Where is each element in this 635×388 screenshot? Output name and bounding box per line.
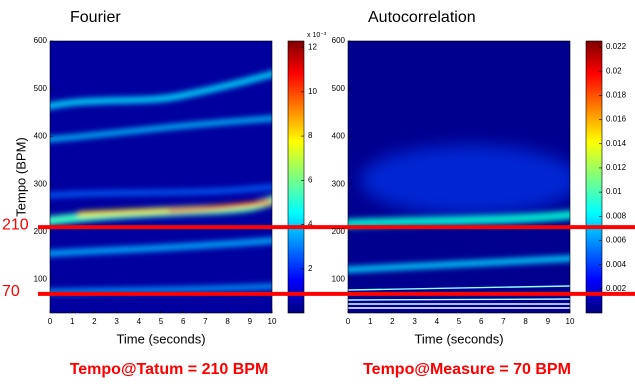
reference-label: 70: [2, 283, 20, 300]
colorbar-tick-label: 0.008: [606, 211, 627, 220]
x-tick-label: 3: [412, 317, 417, 326]
y-axis-label: Tempo (BPM): [13, 137, 28, 216]
colorbar-tick-label: 8: [308, 131, 313, 140]
y-tick-label: 500: [332, 84, 346, 93]
colorbar-tick-label: 0.006: [606, 236, 627, 245]
y-tick-label: 400: [332, 132, 346, 141]
y-tick-label: 600: [332, 36, 346, 45]
x-tick-label: 5: [457, 317, 462, 326]
y-tick-label: 100: [332, 275, 346, 284]
x-tick-label: 7: [501, 317, 506, 326]
annotation: Tempo@Measure = 70 BPM: [363, 361, 571, 378]
x-tick-label: 6: [181, 317, 186, 326]
x-axis-label: Time (seconds): [116, 331, 205, 346]
x-tick-label: 2: [92, 317, 97, 326]
x-tick-label: 1: [368, 317, 373, 326]
colorbar-tick-label: 0.022: [606, 42, 627, 51]
colorbar-tick-label: 0.012: [606, 163, 627, 172]
y-tick-label: 100: [34, 275, 48, 284]
colorbar-tick-label: 0.002: [606, 284, 627, 293]
y-tick-label: 500: [34, 84, 48, 93]
y-tick-label: 300: [332, 179, 346, 188]
annotation: Tempo@Tatum = 210 BPM: [70, 361, 269, 378]
y-tick-label: 200: [332, 227, 346, 236]
x-tick-label: 5: [159, 317, 164, 326]
y-tick-label: 200: [34, 227, 48, 236]
colorbar-tick-label: 12: [308, 43, 317, 52]
x-tick-label: 2: [390, 317, 395, 326]
colorbar-tick-label: 0.018: [606, 91, 627, 100]
colorbar-tick-label: 0.02: [606, 66, 622, 75]
x-tick-label: 4: [435, 317, 440, 326]
colorbar-tick-label: 0.016: [606, 115, 627, 124]
colorbar: [287, 40, 305, 314]
x-tick-label: 7: [203, 317, 208, 326]
y-tick-label: 600: [34, 36, 48, 45]
x-tick-label: 9: [546, 317, 551, 326]
x-tick-label: 10: [268, 317, 277, 326]
colorbar-tick-label: 2: [308, 264, 313, 273]
colorbar-tick-label: 4: [308, 220, 313, 229]
x-tick-label: 0: [48, 317, 53, 326]
colorbar-tick-label: 0.014: [606, 139, 627, 148]
x-axis-label: Time (seconds): [414, 331, 503, 346]
x-tick-label: 8: [523, 317, 528, 326]
x-tick-label: 6: [479, 317, 484, 326]
chart-title: Fourier: [70, 9, 121, 26]
colorbar-tick-label: 0.004: [606, 260, 627, 269]
colorbar-label: x 10⁻³: [307, 32, 327, 39]
heatmap-image: [50, 41, 272, 313]
y-tick-label: 300: [34, 179, 48, 188]
x-tick-label: 0: [346, 317, 351, 326]
colorbar-tick-label: 6: [308, 175, 313, 184]
x-tick-label: 3: [114, 317, 119, 326]
y-tick-label: 400: [34, 132, 48, 141]
x-tick-label: 8: [225, 317, 230, 326]
reference-label: 210: [2, 216, 29, 233]
x-tick-label: 4: [137, 317, 142, 326]
colorbar-tick-label: 10: [308, 87, 317, 96]
x-tick-label: 10: [566, 317, 575, 326]
colorbar-tick-label: 0.01: [606, 187, 622, 196]
x-tick-label: 9: [248, 317, 253, 326]
heatmap-image: [348, 41, 570, 313]
chart-title: Autocorrelation: [368, 9, 476, 26]
colorbar: [585, 40, 603, 314]
x-tick-label: 1: [70, 317, 75, 326]
